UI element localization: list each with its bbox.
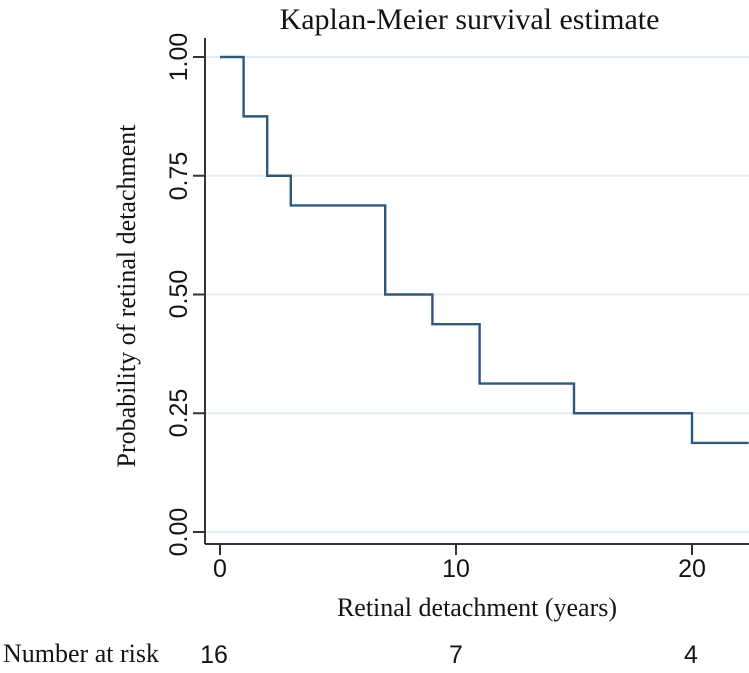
y-tick-label-0.00: 0.00 xyxy=(165,507,193,557)
risk-value-t0: 16 xyxy=(200,641,228,669)
x-axis-title: Retinal detachment (years) xyxy=(336,593,618,622)
axis-lines xyxy=(204,38,749,545)
y-axis-title: Probability of retinal detachment xyxy=(112,124,141,468)
x-tick-label-0: 0 xyxy=(213,555,227,583)
axis-tick-marks xyxy=(193,56,693,555)
survival-step-curve xyxy=(220,55,749,445)
x-tick-label-20: 20 xyxy=(678,555,706,583)
y-tick-label-0.25: 0.25 xyxy=(165,388,193,438)
x-tick-label-10: 10 xyxy=(442,555,470,583)
y-tick-label-0.50: 0.50 xyxy=(165,269,193,319)
chart-title: Kaplan-Meier survival estimate xyxy=(279,3,660,36)
risk-value-t20: 4 xyxy=(684,641,698,669)
y-tick-label-0.75: 0.75 xyxy=(165,151,193,201)
risk-value-t10: 7 xyxy=(449,641,463,669)
number-at-risk-label: Number at risk xyxy=(3,639,159,668)
horizontal-gridlines xyxy=(206,56,749,533)
y-tick-label-1.00: 1.00 xyxy=(165,32,193,82)
